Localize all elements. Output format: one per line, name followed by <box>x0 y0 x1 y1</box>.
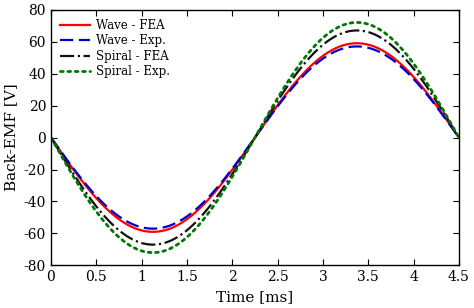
Wave - Exp. <box>367 47 373 50</box>
Wave - Exp. <box>228 168 234 172</box>
Spiral - FEA <box>354 29 360 32</box>
Wave - FEA <box>48 136 54 140</box>
Wave - FEA <box>374 46 380 50</box>
Spiral - FEA <box>328 37 334 40</box>
Wave - Exp. <box>328 51 334 55</box>
Wave - Exp. <box>48 136 54 140</box>
Spiral - Exp. <box>374 26 380 30</box>
Wave - Exp. <box>354 45 360 48</box>
Spiral - Exp. <box>48 136 54 140</box>
Spiral - FEA <box>48 136 54 140</box>
Wave - Exp. <box>374 49 380 53</box>
Spiral - Exp. <box>367 23 373 26</box>
Legend: Wave - FEA, Wave - Exp., Spiral - FEA, Spiral - Exp.: Wave - FEA, Wave - Exp., Spiral - FEA, S… <box>57 16 173 82</box>
Wave - FEA <box>90 192 95 196</box>
Spiral - FEA <box>228 174 234 178</box>
Wave - FEA <box>213 188 219 192</box>
Spiral - Exp. <box>213 200 219 204</box>
Wave - FEA <box>150 230 156 234</box>
Wave - FEA <box>228 170 234 173</box>
Wave - FEA <box>354 41 360 45</box>
Spiral - Exp. <box>354 21 360 24</box>
Spiral - FEA <box>150 243 156 246</box>
Line: Spiral - FEA: Spiral - FEA <box>51 30 459 245</box>
Spiral - FEA <box>367 31 373 34</box>
Spiral - Exp. <box>150 251 156 254</box>
Wave - Exp. <box>213 187 219 190</box>
Spiral - Exp. <box>228 177 234 181</box>
Wave - FEA <box>367 43 373 47</box>
Wave - Exp. <box>90 190 95 194</box>
Spiral - FEA <box>456 136 462 140</box>
Wave - Exp. <box>150 227 156 230</box>
Line: Wave - Exp.: Wave - Exp. <box>51 47 459 229</box>
Spiral - Exp. <box>90 205 95 208</box>
Y-axis label: Back-EMF [V]: Back-EMF [V] <box>4 84 18 191</box>
Spiral - Exp. <box>456 136 462 140</box>
Wave - FEA <box>456 136 462 140</box>
Wave - FEA <box>328 49 334 52</box>
Line: Wave - FEA: Wave - FEA <box>51 43 459 232</box>
Spiral - Exp. <box>328 29 334 33</box>
Spiral - FEA <box>374 34 380 38</box>
Spiral - FEA <box>213 196 219 199</box>
Line: Spiral - Exp.: Spiral - Exp. <box>51 22 459 253</box>
Spiral - FEA <box>90 200 95 204</box>
X-axis label: Time [ms]: Time [ms] <box>216 290 293 304</box>
Wave - Exp. <box>456 136 462 140</box>
